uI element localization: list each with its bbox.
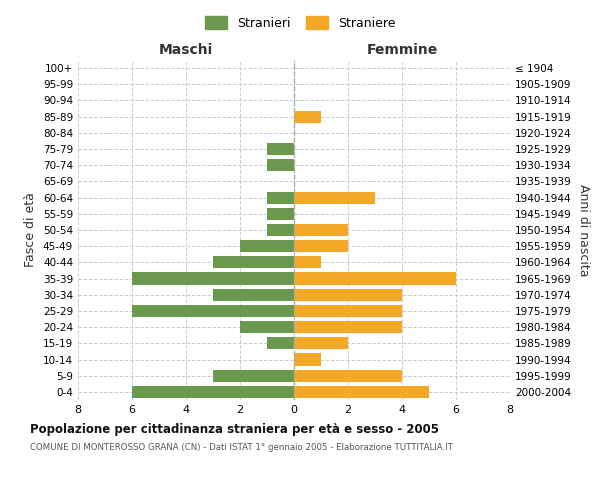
- Bar: [294, 192, 375, 203]
- Bar: [213, 370, 294, 382]
- Bar: [294, 288, 402, 301]
- Bar: [132, 386, 294, 398]
- Bar: [294, 370, 402, 382]
- Bar: [240, 321, 294, 333]
- Bar: [294, 256, 321, 268]
- Text: Femmine: Femmine: [367, 42, 437, 56]
- Text: Popolazione per cittadinanza straniera per età e sesso - 2005: Popolazione per cittadinanza straniera p…: [30, 422, 439, 436]
- Bar: [294, 338, 348, 349]
- Bar: [294, 305, 402, 317]
- Text: Maschi: Maschi: [159, 42, 213, 56]
- Y-axis label: Fasce di età: Fasce di età: [25, 192, 37, 268]
- Y-axis label: Anni di nascita: Anni di nascita: [577, 184, 590, 276]
- Bar: [267, 143, 294, 155]
- Bar: [294, 272, 456, 284]
- Bar: [240, 240, 294, 252]
- Text: COMUNE DI MONTEROSSO GRANA (CN) - Dati ISTAT 1° gennaio 2005 - Elaborazione TUTT: COMUNE DI MONTEROSSO GRANA (CN) - Dati I…: [30, 442, 453, 452]
- Bar: [267, 224, 294, 236]
- Bar: [267, 159, 294, 172]
- Legend: Stranieri, Straniere: Stranieri, Straniere: [199, 11, 401, 35]
- Bar: [294, 321, 402, 333]
- Bar: [267, 338, 294, 349]
- Bar: [132, 272, 294, 284]
- Bar: [294, 240, 348, 252]
- Bar: [213, 256, 294, 268]
- Bar: [294, 224, 348, 236]
- Bar: [132, 305, 294, 317]
- Bar: [267, 192, 294, 203]
- Bar: [267, 208, 294, 220]
- Bar: [294, 386, 429, 398]
- Bar: [213, 288, 294, 301]
- Bar: [294, 110, 321, 122]
- Bar: [294, 354, 321, 366]
